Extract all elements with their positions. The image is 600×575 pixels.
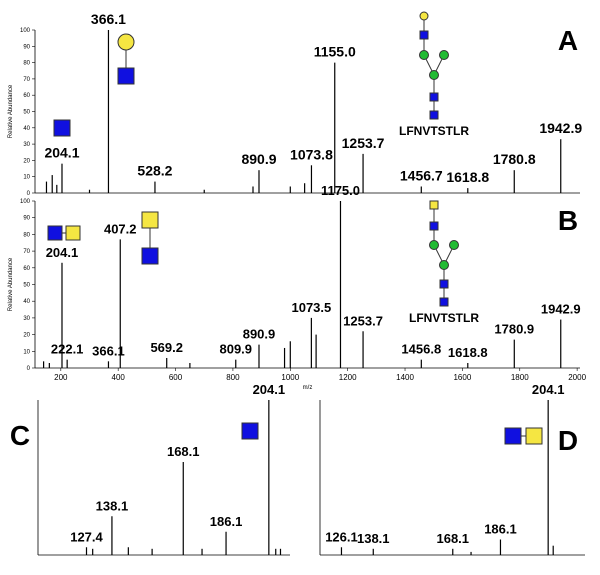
peak-label: 1253.7 <box>342 135 385 151</box>
peak-label: 204.1 <box>532 382 565 397</box>
y-tick-label: 60 <box>23 93 30 99</box>
peak-label: 528.2 <box>137 163 172 179</box>
x-tick-label: 1000 <box>281 373 299 382</box>
peak-label: 1175.0 <box>321 183 360 198</box>
y-tick-label: 0 <box>27 366 31 372</box>
glycan-d <box>504 427 543 445</box>
y-tick-label: 30 <box>23 316 30 322</box>
y-tick-label: 50 <box>23 110 30 116</box>
x-tick-label: 1800 <box>511 373 529 382</box>
x-tick-label: 1200 <box>339 373 357 382</box>
y-tick-label: 80 <box>23 61 30 67</box>
peak-label: 1253.7 <box>343 313 383 328</box>
y-tick-label: 70 <box>23 249 30 255</box>
x-tick-label: 200 <box>54 373 68 382</box>
y-axis-label: Relative Abundance <box>8 84 14 138</box>
y-tick-label: 40 <box>23 299 30 305</box>
y-tick-label: 90 <box>23 44 30 50</box>
peak-label: 186.1 <box>484 522 517 537</box>
x-tick-label: 800 <box>226 373 240 382</box>
peak-label: 204.1 <box>253 382 286 397</box>
peak-label: 407.2 <box>104 221 137 236</box>
glycan-a-fragment <box>53 33 135 137</box>
peak-label: 1456.8 <box>401 342 441 357</box>
y-tick-label: 50 <box>23 283 30 289</box>
peak-label: 168.1 <box>167 444 200 459</box>
panel-letter: C <box>10 420 30 451</box>
y-axis-label: Relative Abundance <box>8 257 14 311</box>
y-tick-label: 10 <box>23 349 30 355</box>
peak-label: 890.9 <box>243 327 276 342</box>
peak-label: 1780.8 <box>493 151 536 167</box>
x-tick-label: 2000 <box>568 373 586 382</box>
x-tick-label: 1600 <box>453 373 471 382</box>
glycan-b-structure <box>429 200 459 307</box>
y-tick-label: 90 <box>23 216 30 222</box>
y-tick-label: 80 <box>23 232 30 238</box>
peak-label: 126.1 <box>325 529 358 544</box>
peak-label: 204.1 <box>46 245 79 260</box>
peak-label: 127.4 <box>70 529 103 544</box>
y-tick-label: 20 <box>23 333 30 339</box>
y-tick-label: 70 <box>23 77 30 83</box>
peak-label: 1618.8 <box>448 345 488 360</box>
peak-label: 138.1 <box>96 498 129 513</box>
peak-label: 1456.7 <box>400 167 443 183</box>
peak-label: 890.9 <box>241 151 276 167</box>
peak-label: 1942.9 <box>541 302 581 317</box>
x-tick-label: 600 <box>169 373 183 382</box>
y-tick-label: 10 <box>23 175 30 181</box>
x-tick-label: 400 <box>112 373 126 382</box>
y-tick-label: 60 <box>23 266 30 272</box>
y-tick-label: 0 <box>27 191 31 197</box>
y-tick-label: 40 <box>23 126 30 132</box>
y-tick-label: 20 <box>23 158 30 164</box>
peak-label: 138.1 <box>357 531 390 546</box>
panel-letter: A <box>558 25 578 56</box>
peak-label: 366.1 <box>91 11 126 27</box>
peak-label: 569.2 <box>150 340 183 355</box>
glycan-a-structure <box>419 11 449 120</box>
y-tick-label: 100 <box>20 28 31 34</box>
peak-label: 809.9 <box>219 342 252 357</box>
peak-label: 186.1 <box>210 514 243 529</box>
peak-label: 366.1 <box>92 343 125 358</box>
peak-label: 1073.5 <box>291 300 331 315</box>
peptide-label: LFNVTSTLR <box>409 311 479 325</box>
x-axis-label: m/z <box>303 385 313 391</box>
panel-letter: B <box>558 205 578 236</box>
peak-label: 1073.8 <box>290 146 333 162</box>
peak-label: 168.1 <box>436 531 469 546</box>
peak-label: 222.1 <box>51 342 84 357</box>
panel-letter: D <box>558 425 578 456</box>
glycan-c <box>241 422 259 440</box>
x-tick-label: 1400 <box>396 373 414 382</box>
peak-label: 1155.0 <box>314 44 356 60</box>
peak-label: 1618.8 <box>446 169 489 185</box>
glycan-b-fragment <box>47 211 159 265</box>
y-tick-label: 100 <box>20 199 31 205</box>
peptide-label: LFNVTSTLR <box>399 124 469 138</box>
peak-label: 1780.9 <box>494 322 534 337</box>
peak-label: 1942.9 <box>539 120 582 136</box>
peak-label: 204.1 <box>44 145 79 161</box>
y-tick-label: 30 <box>23 142 30 148</box>
